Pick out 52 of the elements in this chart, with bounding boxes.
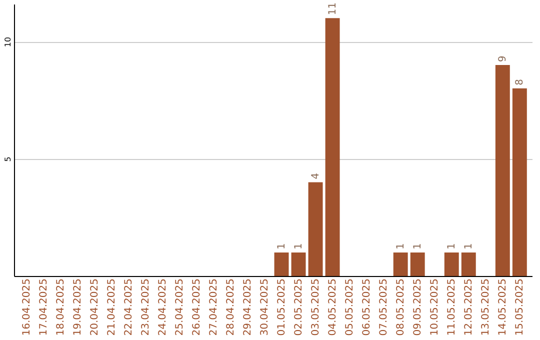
y-tick-label: 5 [4, 156, 12, 162]
data-label: 1 [464, 243, 475, 250]
data-label: 9 [498, 56, 509, 62]
x-tick-label: 19.04.2025 [72, 278, 84, 336]
x-tick-label: 24.04.2025 [157, 278, 168, 336]
x-tick-label: 17.04.2025 [38, 278, 50, 336]
bar [495, 64, 510, 276]
x-tick-label: 29.04.2025 [242, 278, 254, 336]
x-tick-label: 08.05.2025 [396, 278, 407, 336]
x-tick-label: 05.05.2025 [344, 278, 356, 336]
x-tick-label: 13.05.2025 [480, 278, 492, 336]
bar [444, 252, 459, 276]
bar [291, 252, 306, 276]
x-tick-label: 28.04.2025 [225, 278, 236, 336]
bar [410, 252, 425, 276]
x-tick-label: 18.04.2025 [55, 278, 66, 336]
x-tick-label: 11.05.2025 [446, 278, 458, 336]
x-tick-label: 10.05.2025 [430, 278, 441, 336]
data-label: 11 [328, 2, 339, 16]
x-tick-label: 27.04.2025 [208, 278, 220, 336]
x-tick-label: 14.05.2025 [498, 278, 509, 336]
data-label: 1 [294, 243, 305, 250]
bar [308, 182, 323, 276]
x-tick-label: 07.05.2025 [378, 278, 390, 336]
data-label: 1 [276, 243, 288, 250]
x-tick-label: 12.05.2025 [464, 278, 475, 336]
x-tick-label: 06.05.2025 [362, 278, 373, 336]
x-tick-label: 22.04.2025 [123, 278, 134, 336]
x-tick-label: 30.04.2025 [259, 278, 270, 336]
x-tick-label: 04.05.2025 [328, 278, 339, 336]
x-tick-label: 02.05.2025 [294, 278, 305, 336]
data-label: 4 [310, 172, 322, 180]
x-tick-label: 26.04.2025 [191, 278, 202, 336]
bar [274, 252, 289, 276]
bar [512, 88, 527, 276]
data-label: 1 [396, 243, 407, 250]
x-tick-label: 23.04.2025 [140, 278, 152, 336]
x-tick-label: 01.05.2025 [276, 278, 288, 336]
y-tick-label: 10 [4, 36, 12, 48]
x-tick-label: 25.04.2025 [174, 278, 186, 336]
x-tick-label: 03.05.2025 [310, 278, 322, 336]
x-tick-label: 09.05.2025 [412, 278, 424, 336]
bar [393, 252, 408, 276]
data-label: 8 [514, 79, 526, 86]
bar [461, 252, 476, 276]
bar [325, 18, 340, 276]
x-tick-label: 16.04.2025 [21, 278, 32, 336]
x-tick-label: 15.05.2025 [514, 278, 526, 336]
x-tick-label: 20.04.2025 [89, 278, 100, 336]
x-tick-label: 21.04.2025 [106, 278, 118, 336]
data-label: 1 [412, 243, 424, 250]
data-label: 1 [446, 243, 458, 250]
